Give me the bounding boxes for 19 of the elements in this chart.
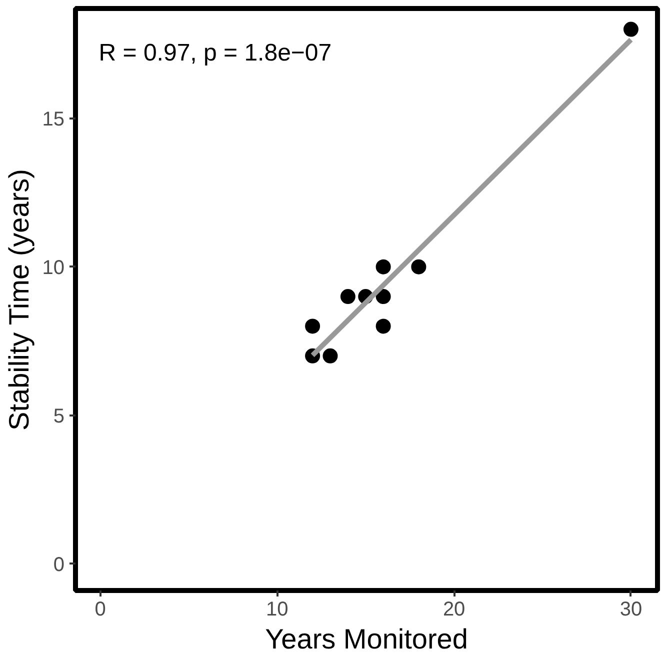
x-tick-label: 30 — [620, 598, 642, 620]
y-tick-label: 5 — [53, 405, 64, 428]
x-tick-label: 20 — [442, 598, 466, 620]
y-axis-title: Stability Time (years) — [3, 169, 34, 430]
y-tick-label: 15 — [42, 108, 65, 130]
x-tick-label: 10 — [266, 598, 288, 620]
point — [340, 289, 356, 304]
point — [376, 318, 391, 334]
point — [376, 259, 391, 274]
point — [376, 289, 391, 304]
point — [411, 259, 426, 274]
x-tick-label: 0 — [94, 598, 106, 620]
point — [623, 22, 638, 37]
x-axis-title: Years Monitored — [265, 624, 468, 654]
y-tick-label: 10 — [42, 256, 65, 279]
annotation: R = 0.97, p = 1.8e−07 — [98, 40, 332, 67]
y-tick-label: 0 — [53, 554, 64, 576]
point — [305, 318, 320, 334]
point — [322, 348, 338, 364]
